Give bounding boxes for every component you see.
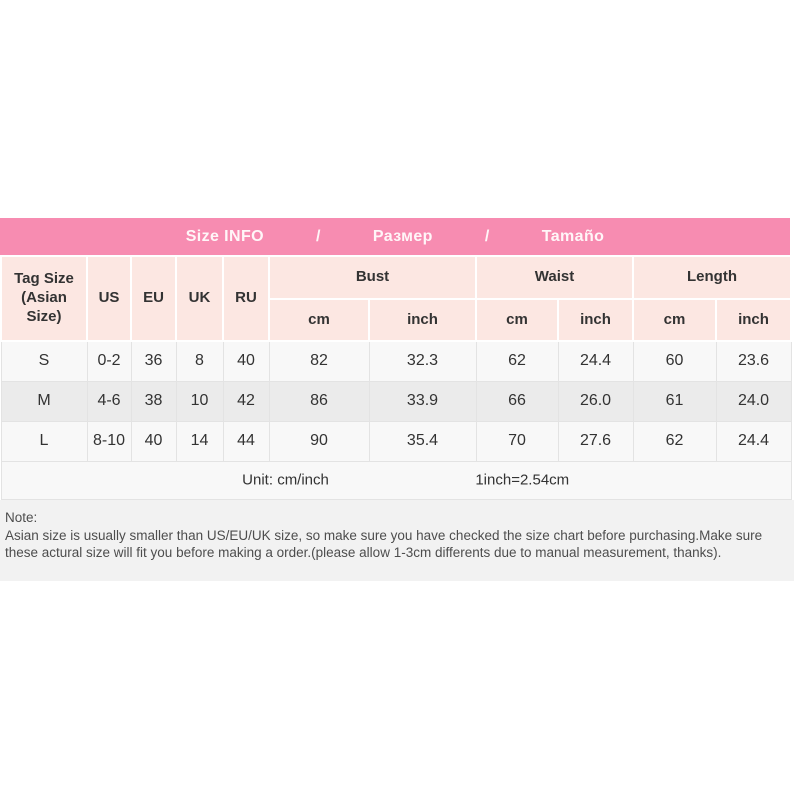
cell-us: 0-2 bbox=[86, 340, 132, 382]
cell-ru: 40 bbox=[222, 340, 270, 382]
note-title: Note: bbox=[5, 510, 38, 525]
cell-bust-cm: 90 bbox=[268, 420, 370, 462]
cell-waist-cm: 66 bbox=[475, 380, 559, 422]
table-row-size-s: S 0-2 36 8 40 82 32.3 62 24.4 60 23.6 bbox=[0, 340, 792, 382]
cell-us: 4-6 bbox=[86, 380, 132, 422]
note-text-line1: Asian size is usually smaller than US/EU… bbox=[5, 527, 763, 543]
banner-title-en: Size INFO bbox=[185, 227, 264, 245]
col-header-length: Length bbox=[632, 255, 793, 300]
cell-bust-inch: 32.3 bbox=[368, 340, 477, 382]
table-row-size-l: L 8-10 40 14 44 90 35.4 70 27.6 62 24.4 bbox=[0, 420, 792, 462]
cell-waist-inch: 27.6 bbox=[557, 420, 634, 462]
col-header-ru: RU bbox=[222, 255, 270, 342]
col-header-bust-inch: inch bbox=[368, 298, 477, 342]
unit-row-cell: Unit: cm/inch 1inch=2.54cm bbox=[0, 460, 792, 500]
cell-tag: L bbox=[0, 420, 88, 462]
col-header-bust-cm: cm bbox=[268, 298, 370, 342]
col-header-length-cm: cm bbox=[632, 298, 718, 342]
unit-conversion: 1inch=2.54cm bbox=[475, 471, 570, 489]
cell-length-inch: 24.4 bbox=[715, 420, 792, 462]
banner-title-ru: Размер bbox=[372, 227, 433, 245]
cell-waist-inch: 26.0 bbox=[557, 380, 634, 422]
cell-uk: 8 bbox=[175, 340, 224, 382]
col-header-waist: Waist bbox=[474, 255, 635, 300]
col-header-waist-inch: inch bbox=[556, 298, 635, 342]
cell-us: 8-10 bbox=[86, 420, 132, 462]
cell-waist-cm: 62 bbox=[475, 340, 559, 382]
cell-tag: M bbox=[0, 380, 88, 422]
cell-length-cm: 60 bbox=[632, 340, 717, 382]
cell-length-inch: 24.0 bbox=[715, 380, 792, 422]
unit-row: Unit: cm/inch 1inch=2.54cm bbox=[0, 460, 792, 500]
header-row-units: cm inch cm inch cm inch bbox=[1, 298, 793, 342]
cell-bust-cm: 82 bbox=[268, 340, 370, 382]
col-header-uk: UK bbox=[175, 255, 224, 342]
cell-ru: 42 bbox=[222, 380, 270, 422]
col-header-eu: EU bbox=[130, 255, 177, 342]
size-info-banner: Size INFO / Размер / Tamaño bbox=[0, 218, 790, 255]
cell-uk: 10 bbox=[175, 380, 224, 422]
cell-eu: 38 bbox=[130, 380, 177, 422]
col-header-bust: Bust bbox=[268, 255, 477, 300]
unit-label: Unit: cm/inch bbox=[242, 471, 329, 489]
col-header-tag-size: Tag Size (Asian Size) bbox=[0, 255, 88, 342]
col-header-us: US bbox=[86, 255, 132, 342]
cell-length-cm: 61 bbox=[632, 380, 717, 422]
cell-length-inch: 23.6 bbox=[715, 340, 792, 382]
banner-title-es: Tamaño bbox=[541, 227, 605, 245]
cell-bust-inch: 33.9 bbox=[368, 380, 477, 422]
col-header-waist-cm: cm bbox=[475, 298, 559, 342]
table-row-size-m: M 4-6 38 10 42 86 33.9 66 26.0 61 24.0 bbox=[0, 380, 792, 422]
cell-bust-cm: 86 bbox=[268, 380, 370, 422]
cell-eu: 36 bbox=[130, 340, 177, 382]
cell-uk: 14 bbox=[175, 420, 224, 462]
cell-ru: 44 bbox=[222, 420, 270, 462]
header-row-main: Tag Size (Asian Size) US EU UK RU Bust W… bbox=[0, 255, 793, 342]
note-text-line2: these actural size will fit you before m… bbox=[5, 545, 722, 560]
cell-length-cm: 62 bbox=[632, 420, 717, 462]
note-block: Note: Asian size is usually smaller than… bbox=[0, 500, 794, 581]
cell-waist-cm: 70 bbox=[475, 420, 559, 462]
banner-separator: / bbox=[315, 227, 321, 245]
col-header-length-inch: inch bbox=[715, 298, 793, 342]
cell-bust-inch: 35.4 bbox=[368, 420, 477, 462]
cell-eu: 40 bbox=[130, 420, 177, 462]
banner-separator: / bbox=[484, 227, 490, 245]
cell-tag: S bbox=[0, 340, 88, 382]
cell-waist-inch: 24.4 bbox=[557, 340, 634, 382]
size-chart-table: Tag Size (Asian Size) US EU UK RU Bust W… bbox=[0, 255, 793, 500]
